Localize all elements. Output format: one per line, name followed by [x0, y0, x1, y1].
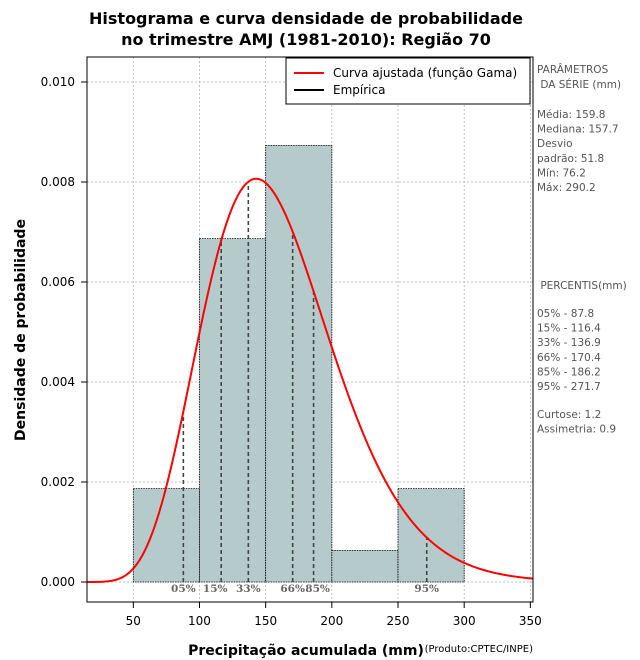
stat-line-0: Curtose: 1.2	[537, 409, 601, 421]
chart-title-line-2: no trimestre AMJ (1981-2010): Região 70	[121, 30, 491, 49]
param-line-2: Desvio	[537, 138, 573, 150]
x-tick-label-6: 350	[519, 614, 542, 628]
x-tick-label-5: 300	[453, 614, 476, 628]
params-title-line-2: DA SÉRIE (mm)	[537, 78, 621, 91]
y-tick-label-0: 0.000	[41, 575, 75, 589]
percentil-line-0: 05% - 87.8	[537, 308, 594, 320]
percentile-label-2: 33%	[236, 583, 261, 595]
x-tick-label-4: 250	[387, 614, 410, 628]
side-panel: PARÂMETROS DA SÉRIE (mm) Média: 159.8 Med…	[537, 63, 627, 436]
legend-box	[285, 57, 531, 105]
param-line-5: Máx: 290.2	[537, 182, 596, 194]
y-axis: 0.000 0.002 0.004 0.006 0.008 0.010	[41, 75, 87, 589]
percentile-labels: 05% 15% 33% 66% 85% 95%	[171, 583, 439, 595]
percentil-line-3: 66% - 170.4	[537, 352, 601, 364]
x-tick-label-1: 100	[188, 614, 211, 628]
y-tick-label-1: 0.002	[41, 475, 75, 489]
param-line-3: padrão: 51.8	[537, 153, 604, 165]
percentile-label-3: 66%	[280, 583, 305, 595]
y-tick-label-5: 0.010	[41, 75, 75, 89]
y-tick-label-2: 0.004	[41, 375, 75, 389]
legend-label-curve: Curva ajustada (função Gama)	[333, 66, 517, 80]
gamma-fit-curve	[86, 177, 534, 583]
percentil-line-5: 95% - 271.7	[537, 381, 601, 393]
x-axis-title: Precipitação acumulada (mm)	[188, 643, 424, 659]
param-line-0: Média: 159.8	[537, 109, 605, 121]
histogram-bar-2	[265, 144, 333, 583]
percentile-label-4: 85%	[305, 583, 330, 595]
y-tick-label-3: 0.006	[41, 275, 75, 289]
histogram-bar-4	[397, 488, 465, 583]
params-list: Média: 159.8 Mediana: 157.7 Desvio padrão: …	[537, 109, 619, 194]
params-title-line-1: PARÂMETROS	[537, 63, 609, 76]
stats-list: Curtose: 1.2 Assimetria: 0.9	[537, 409, 616, 436]
percentis-list: 05% - 87.8 15% - 116.4 33% - 136.9 66% - 17…	[537, 308, 601, 393]
y-axis-title: Densidade de probabilidade	[13, 219, 29, 441]
percentile-label-1: 15%	[203, 583, 228, 595]
percentis-title: PERCENTIS(mm)	[537, 280, 627, 292]
percentil-line-2: 33% - 136.9	[537, 337, 601, 349]
percentile-label-0: 05%	[171, 583, 196, 595]
param-line-1: Mediana: 157.7	[537, 124, 619, 136]
x-tick-label-3: 200	[320, 614, 343, 628]
x-tick-label-0: 50	[126, 614, 141, 628]
percentile-label-5: 95%	[414, 583, 439, 595]
legend: Curva ajustada (função Gama) Empírica	[285, 57, 531, 105]
histogram-bars	[132, 144, 465, 583]
percentil-line-4: 85% - 186.2	[537, 366, 601, 378]
histogram-bar-3	[331, 549, 399, 583]
param-line-4: Mín: 76.2	[537, 167, 586, 179]
legend-label-empirica: Empírica	[333, 83, 385, 97]
x-axis: 50 100 150 200 250 300 350	[126, 601, 542, 628]
histogram-bar-0	[132, 488, 200, 583]
y-tick-label-4: 0.008	[41, 175, 75, 189]
chart-title-line-1: Histograma e curva densidade de probabil…	[89, 9, 523, 28]
stat-line-1: Assimetria: 0.9	[537, 424, 616, 436]
credit-label: (Produto:CPTEC/INPE)	[425, 644, 533, 655]
percentil-line-1: 15% - 116.4	[537, 323, 601, 335]
x-tick-label-2: 150	[254, 614, 277, 628]
percentile-lines	[182, 181, 428, 582]
